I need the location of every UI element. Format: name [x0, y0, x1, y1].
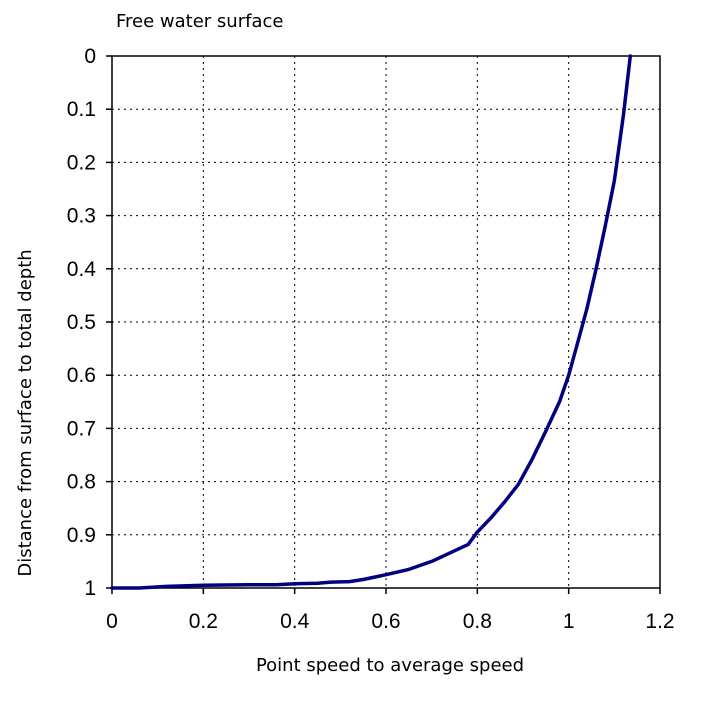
- x-tick-label: 0.2: [189, 610, 218, 633]
- y-tick-label: 0.6: [67, 364, 96, 387]
- y-tick-label: 0.4: [67, 258, 97, 281]
- x-tick-label: 0.6: [371, 610, 400, 633]
- free-water-surface-label: Free water surface: [116, 11, 283, 32]
- x-tick-label: 0.8: [463, 610, 492, 633]
- x-tick-label: 0.4: [280, 610, 310, 633]
- y-tick-label: 0.9: [67, 524, 96, 547]
- y-tick-label: 0: [84, 45, 96, 68]
- x-tick-label: 1: [563, 610, 575, 633]
- x-tick-label: 1.2: [645, 610, 674, 633]
- y-tick-label: 0.7: [67, 417, 96, 440]
- y-axis-ticks: 0 0.1 0.2 0.3 0.4 0.5 0.6 0.7 0.8 0.9 1: [67, 45, 112, 600]
- y-tick-label: 0.2: [67, 151, 96, 174]
- x-tick-label: 0: [106, 610, 118, 633]
- x-axis-ticks: 0 0.2 0.4 0.6 0.8 1 1.2: [106, 588, 675, 633]
- y-tick-label: 0.3: [67, 205, 96, 228]
- y-axis-title: Distance from surface to total depth: [15, 249, 36, 576]
- series-line: [110, 54, 633, 590]
- y-tick-label: 0.5: [67, 311, 96, 334]
- y-tick-label: 1: [84, 577, 96, 600]
- y-tick-label: 0.1: [67, 98, 96, 121]
- x-axis-title: Point speed to average speed: [256, 655, 524, 676]
- y-tick-label: 0.8: [67, 471, 96, 494]
